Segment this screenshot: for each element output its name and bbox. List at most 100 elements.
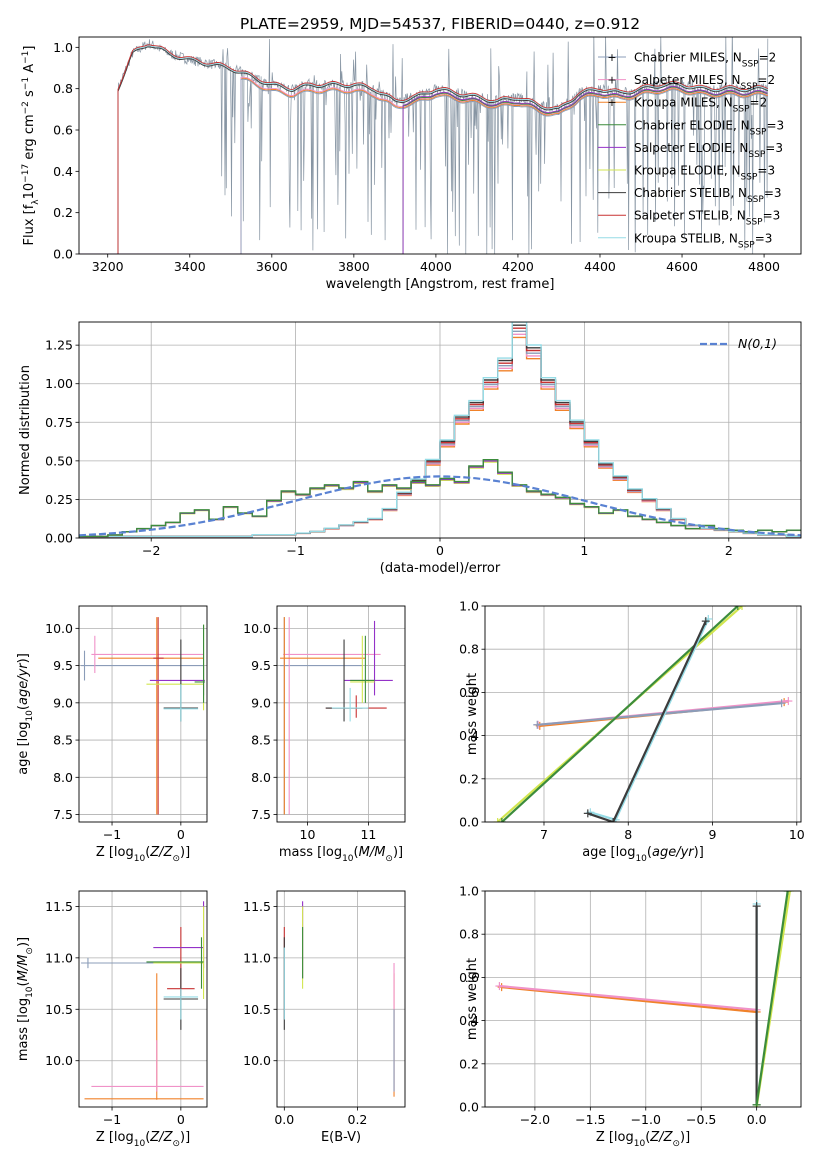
legend-marker: + [607, 51, 616, 64]
x-tick-label: 1 [580, 543, 588, 558]
y-tick-label: 0.0 [53, 247, 73, 262]
legend-marker: + [607, 74, 616, 87]
axes-frame [78, 321, 802, 539]
axes-frame [276, 890, 406, 1108]
y-tick-label: 9.5 [251, 658, 271, 673]
legend-label-normal: N(0,1) [738, 336, 777, 351]
y-tick-label: 0.4 [53, 164, 73, 179]
weight-line-cm [537, 702, 782, 726]
y-tick-label: 8.0 [251, 770, 271, 785]
legend-label-ks: Kroupa STELIB, NSSP=3 [634, 231, 772, 250]
x-tick-label: −1.5 [575, 1112, 605, 1127]
errorbar-ce [146, 937, 204, 989]
model-spectrum-ce [79, 86, 768, 254]
x-tick-label: 4800 [748, 259, 780, 274]
y-tick-label: 0.75 [45, 415, 73, 430]
y-tick-label: 0.6 [53, 123, 73, 138]
x-tick-label: −2 [142, 543, 160, 558]
y-axis-label: mass [log10(M/M⊙)] [16, 937, 35, 1061]
axes-frame [276, 605, 406, 823]
axes-frame [484, 890, 802, 1108]
x-axis-label: (data-model)/error [380, 561, 501, 576]
x-tick-label: −1.0 [631, 1112, 661, 1127]
errorbar-sm [91, 1040, 204, 1092]
weight-line-ce [501, 606, 739, 822]
weight-line-km [501, 986, 757, 1014]
y-tick-label: 0.4 [459, 728, 479, 743]
x-tick-label: 3800 [338, 259, 370, 274]
errorbar-sm [91, 635, 204, 674]
errorbar-cm [81, 650, 204, 681]
legend-label-ce: Chabrier ELODIE, NSSP=3 [634, 118, 784, 137]
y-tick-label: 1.25 [45, 338, 73, 353]
y-tick-label: 11.0 [45, 950, 73, 965]
y-tick-label: 0.0 [459, 815, 479, 830]
y-tick-label: 9.5 [53, 658, 73, 673]
errorbar-ks [331, 687, 369, 722]
y-tick-label: 0.6 [459, 970, 479, 985]
observed-spectrum [79, 37, 769, 254]
y-tick-label: 11.5 [243, 899, 271, 914]
x-tick-label: 4200 [502, 259, 534, 274]
errorbar-ks [163, 684, 199, 722]
y-tick-label: 10.0 [45, 1053, 73, 1068]
x-axis-label: wavelength [Angstrom, rest frame] [326, 277, 555, 292]
errorbar-ce [194, 624, 205, 703]
x-tick-label: 0 [177, 827, 185, 842]
x-tick-label: −2.0 [520, 1112, 550, 1127]
errorbar-km [98, 617, 204, 815]
y-axis-label: Normed distribution [18, 365, 33, 495]
age-vs-mass-panel: 10 11 7.5 8.0 8.5 9.0 9.5 10.0 mass [log10(M/M⊙)… [243, 605, 406, 864]
histogram-ks [79, 322, 801, 538]
x-tick-label: 2 [725, 543, 733, 558]
errorbar-km [280, 617, 366, 815]
x-tick-label: 3200 [92, 259, 124, 274]
y-tick-label: 0.0 [459, 1100, 479, 1115]
legend-label-km: Kroupa MILES, NSSP=2 [634, 96, 767, 115]
y-tick-label: 1.0 [459, 599, 479, 614]
y-tick-label: 11.5 [45, 899, 73, 914]
y-tick-label: 0.8 [459, 642, 479, 657]
figure-title: PLATE=2959, MJD=54537, FIBERID=0440, z=0… [240, 15, 640, 33]
y-tick-label: 1.00 [45, 376, 73, 391]
x-tick-label: 4400 [584, 259, 616, 274]
x-axis-label: mass [log10(M/M⊙)] [279, 845, 403, 864]
errorbar-sm [283, 617, 381, 815]
y-tick-label: 8.5 [53, 733, 73, 748]
x-tick-label: 4000 [420, 259, 452, 274]
y-tick-label: 1.0 [459, 884, 479, 899]
x-tick-label: 3400 [174, 259, 206, 274]
y-tick-label: 0.6 [459, 685, 479, 700]
y-tick-label: 9.0 [251, 695, 271, 710]
legend-label-sm: Salpeter MILES, NSSP=2 [634, 73, 775, 92]
x-tick-label: 0.0 [747, 1112, 767, 1127]
model-spectrum-ss [79, 44, 768, 254]
legend-label-cm: Chabrier MILES, NSSP=2 [634, 51, 776, 70]
errorbar-ce [350, 635, 375, 703]
x-axis-label: age [log10(age/yr)] [582, 845, 704, 864]
model-spectrum-sm [79, 76, 768, 254]
weight-line-cs [587, 620, 707, 822]
axes-frame [78, 605, 208, 823]
model-spectrum-ks [79, 45, 768, 254]
y-tick-label: 0.4 [459, 1013, 479, 1028]
legend-label-ss: Salpeter STELIB, NSSP=3 [634, 209, 780, 228]
axes-frame [78, 36, 802, 255]
normal-curve [79, 475, 801, 537]
age-vs-metallicity-panel: −1 0 7.5 8.0 8.5 9.0 9.5 10.0 Z [log10(Z/Z⊙)] age… [16, 605, 208, 864]
y-tick-label: 0.8 [53, 81, 73, 96]
x-tick-label: −0.5 [686, 1112, 716, 1127]
x-tick-label: −1 [286, 543, 304, 558]
errorbar-ks [163, 988, 199, 1020]
y-tick-label: 10.5 [45, 1002, 73, 1017]
x-tick-label: 10 [300, 827, 316, 842]
y-tick-label: 8.5 [251, 733, 271, 748]
y-tick-label: 7.5 [53, 807, 73, 822]
x-tick-label: 0 [436, 543, 444, 558]
y-tick-label: 10.5 [243, 1002, 271, 1017]
x-tick-label: 0.0 [274, 1112, 294, 1127]
y-tick-label: 8.0 [53, 770, 73, 785]
x-tick-label: 4600 [666, 259, 698, 274]
residuals-panel: −2 −1 0 1 2 0.00 0.25 0.50 0.75 1.00 1.25 N(0,1) (da… [18, 321, 802, 576]
